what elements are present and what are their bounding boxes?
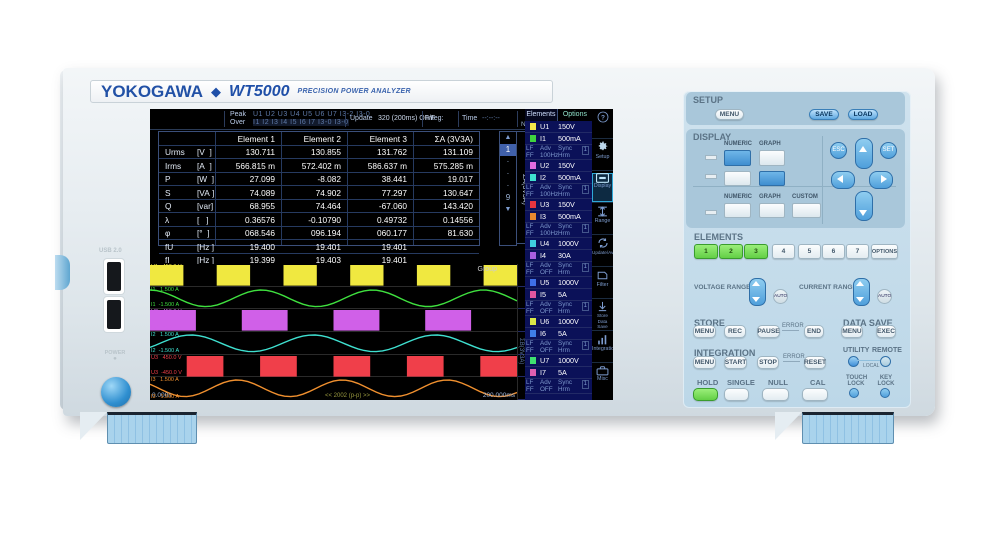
svg-text:?: ? (601, 115, 605, 122)
